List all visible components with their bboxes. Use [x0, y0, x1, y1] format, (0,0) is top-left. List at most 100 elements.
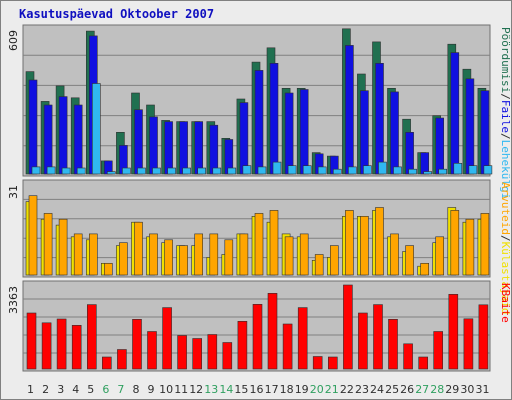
top-bar-files	[348, 166, 357, 175]
x-tick-label: 15	[234, 383, 248, 396]
x-tick-label: 1	[27, 383, 34, 396]
top-bar-pages	[284, 92, 294, 175]
middle-right-legend: Arvuteid/Külastajaid	[499, 182, 512, 314]
x-tick-label: 20	[310, 383, 324, 396]
bottom-bar-kbytes	[222, 342, 233, 370]
x-tick-label: 21	[325, 383, 339, 396]
legend-entry: /	[499, 235, 512, 242]
top-bar-pages	[435, 117, 445, 175]
bottom-bar-kbytes	[282, 323, 293, 370]
middle-bar-visitors	[450, 210, 460, 276]
x-tick-label: 5	[87, 383, 94, 396]
x-tick-label: 26	[400, 383, 414, 396]
top-bar-files	[122, 167, 131, 175]
bottom-bar-kbytes	[56, 318, 67, 370]
middle-bar-visitors	[390, 233, 399, 276]
bottom-bar-kbytes	[132, 318, 142, 370]
x-tick-label: 18	[280, 383, 294, 396]
top-bar-pages	[209, 124, 219, 175]
top-bar-files	[468, 165, 478, 175]
x-tick-label: 29	[445, 383, 459, 396]
top-bar-pages	[450, 52, 460, 175]
top-bar-files	[107, 171, 116, 175]
top-bar-files	[423, 171, 433, 175]
legend-entry: KBaite	[499, 283, 512, 323]
legend-entry: Lehekülgi	[499, 140, 512, 200]
x-tick-label: 9	[148, 383, 155, 396]
top-bar-files	[378, 161, 387, 175]
x-tick-label: 22	[340, 383, 354, 396]
bottom-bar-kbytes	[373, 304, 383, 370]
x-tick-label: 3	[57, 383, 64, 396]
bottom-bar-kbytes	[358, 312, 368, 370]
bottom-bar-kbytes	[448, 293, 459, 370]
x-tick-label: 6	[102, 383, 109, 396]
x-tick-label: 16	[250, 383, 264, 396]
bottom-bar-kbytes	[177, 335, 187, 370]
middle-bar-visitors	[28, 195, 38, 276]
top-bar-pages	[405, 132, 414, 175]
middle-bar-visitors	[329, 245, 339, 276]
middle-bar-visitors	[480, 213, 490, 276]
middle-bar-visitors	[149, 233, 158, 276]
top-bar-files	[31, 166, 41, 175]
x-tick-label: 12	[189, 383, 203, 396]
middle-bar-visitors	[104, 262, 113, 276]
top-bar-files	[76, 167, 86, 175]
middle-bar-visitors	[134, 221, 143, 276]
top-bar-files	[287, 165, 297, 175]
top-bar-pages	[345, 45, 354, 175]
x-tick-label: 4	[72, 383, 79, 396]
bottom-bar-kbytes	[87, 304, 97, 370]
bottom-bar-kbytes	[162, 307, 172, 370]
top-bar-files	[453, 163, 463, 175]
top-bar-files	[257, 166, 267, 175]
middle-bar-visitors	[405, 245, 414, 276]
middle-bar-visitors	[89, 233, 98, 276]
x-tick-label: 27	[415, 383, 429, 396]
top-bar-pages	[194, 121, 203, 175]
legend-entry: /	[499, 133, 512, 140]
middle-bar-visitors	[420, 262, 430, 276]
bottom-bar-kbytes	[478, 304, 489, 370]
middle-bar-visitors	[465, 218, 475, 276]
legend-entry: /	[499, 93, 512, 100]
top-ymax-label: 609	[7, 30, 20, 51]
top-bar-files	[272, 161, 282, 175]
top-bar-pages	[375, 62, 384, 175]
bottom-bar-kbytes	[297, 307, 308, 370]
bottom-right-legend: KBaite	[499, 283, 512, 323]
top-bar-files	[302, 165, 312, 175]
top-bar-pages	[58, 96, 68, 175]
x-tick-label: 13	[204, 383, 218, 396]
top-bar-pages	[28, 79, 38, 175]
x-tick-label: 2	[42, 383, 49, 396]
top-right-legend: Pöördumisi/Faile/Lehekülgi	[499, 27, 512, 199]
top-bar-pages	[465, 78, 475, 175]
bottom-bar-kbytes	[192, 338, 202, 370]
top-bar-files	[167, 167, 176, 175]
bottom-bar-kbytes	[41, 322, 52, 370]
top-bar-files	[227, 167, 237, 175]
top-bar-files	[92, 83, 101, 175]
top-bar-files	[438, 168, 448, 175]
top-bar-files	[46, 166, 56, 175]
top-bar-pages	[480, 90, 490, 175]
top-bar-files	[152, 167, 161, 175]
legend-entry: Külastajaid	[499, 242, 512, 315]
top-bar-pages	[179, 121, 188, 175]
bottom-bar-kbytes	[388, 318, 398, 370]
x-tick-label: 25	[385, 383, 399, 396]
legend-entry: Pöördumisi	[499, 27, 512, 93]
top-bar-files	[197, 167, 206, 175]
middle-bar-visitors	[375, 207, 384, 276]
middle-bar-visitors	[269, 210, 279, 276]
bottom-ymax-label: 3363	[7, 286, 20, 314]
middle-bar-visitors	[164, 239, 173, 276]
top-bar-pages	[239, 102, 249, 175]
top-bar-pages	[254, 70, 264, 175]
x-tick-label: 10	[159, 383, 173, 396]
x-tick-label: 30	[460, 383, 474, 396]
middle-bar-visitors	[73, 233, 83, 276]
